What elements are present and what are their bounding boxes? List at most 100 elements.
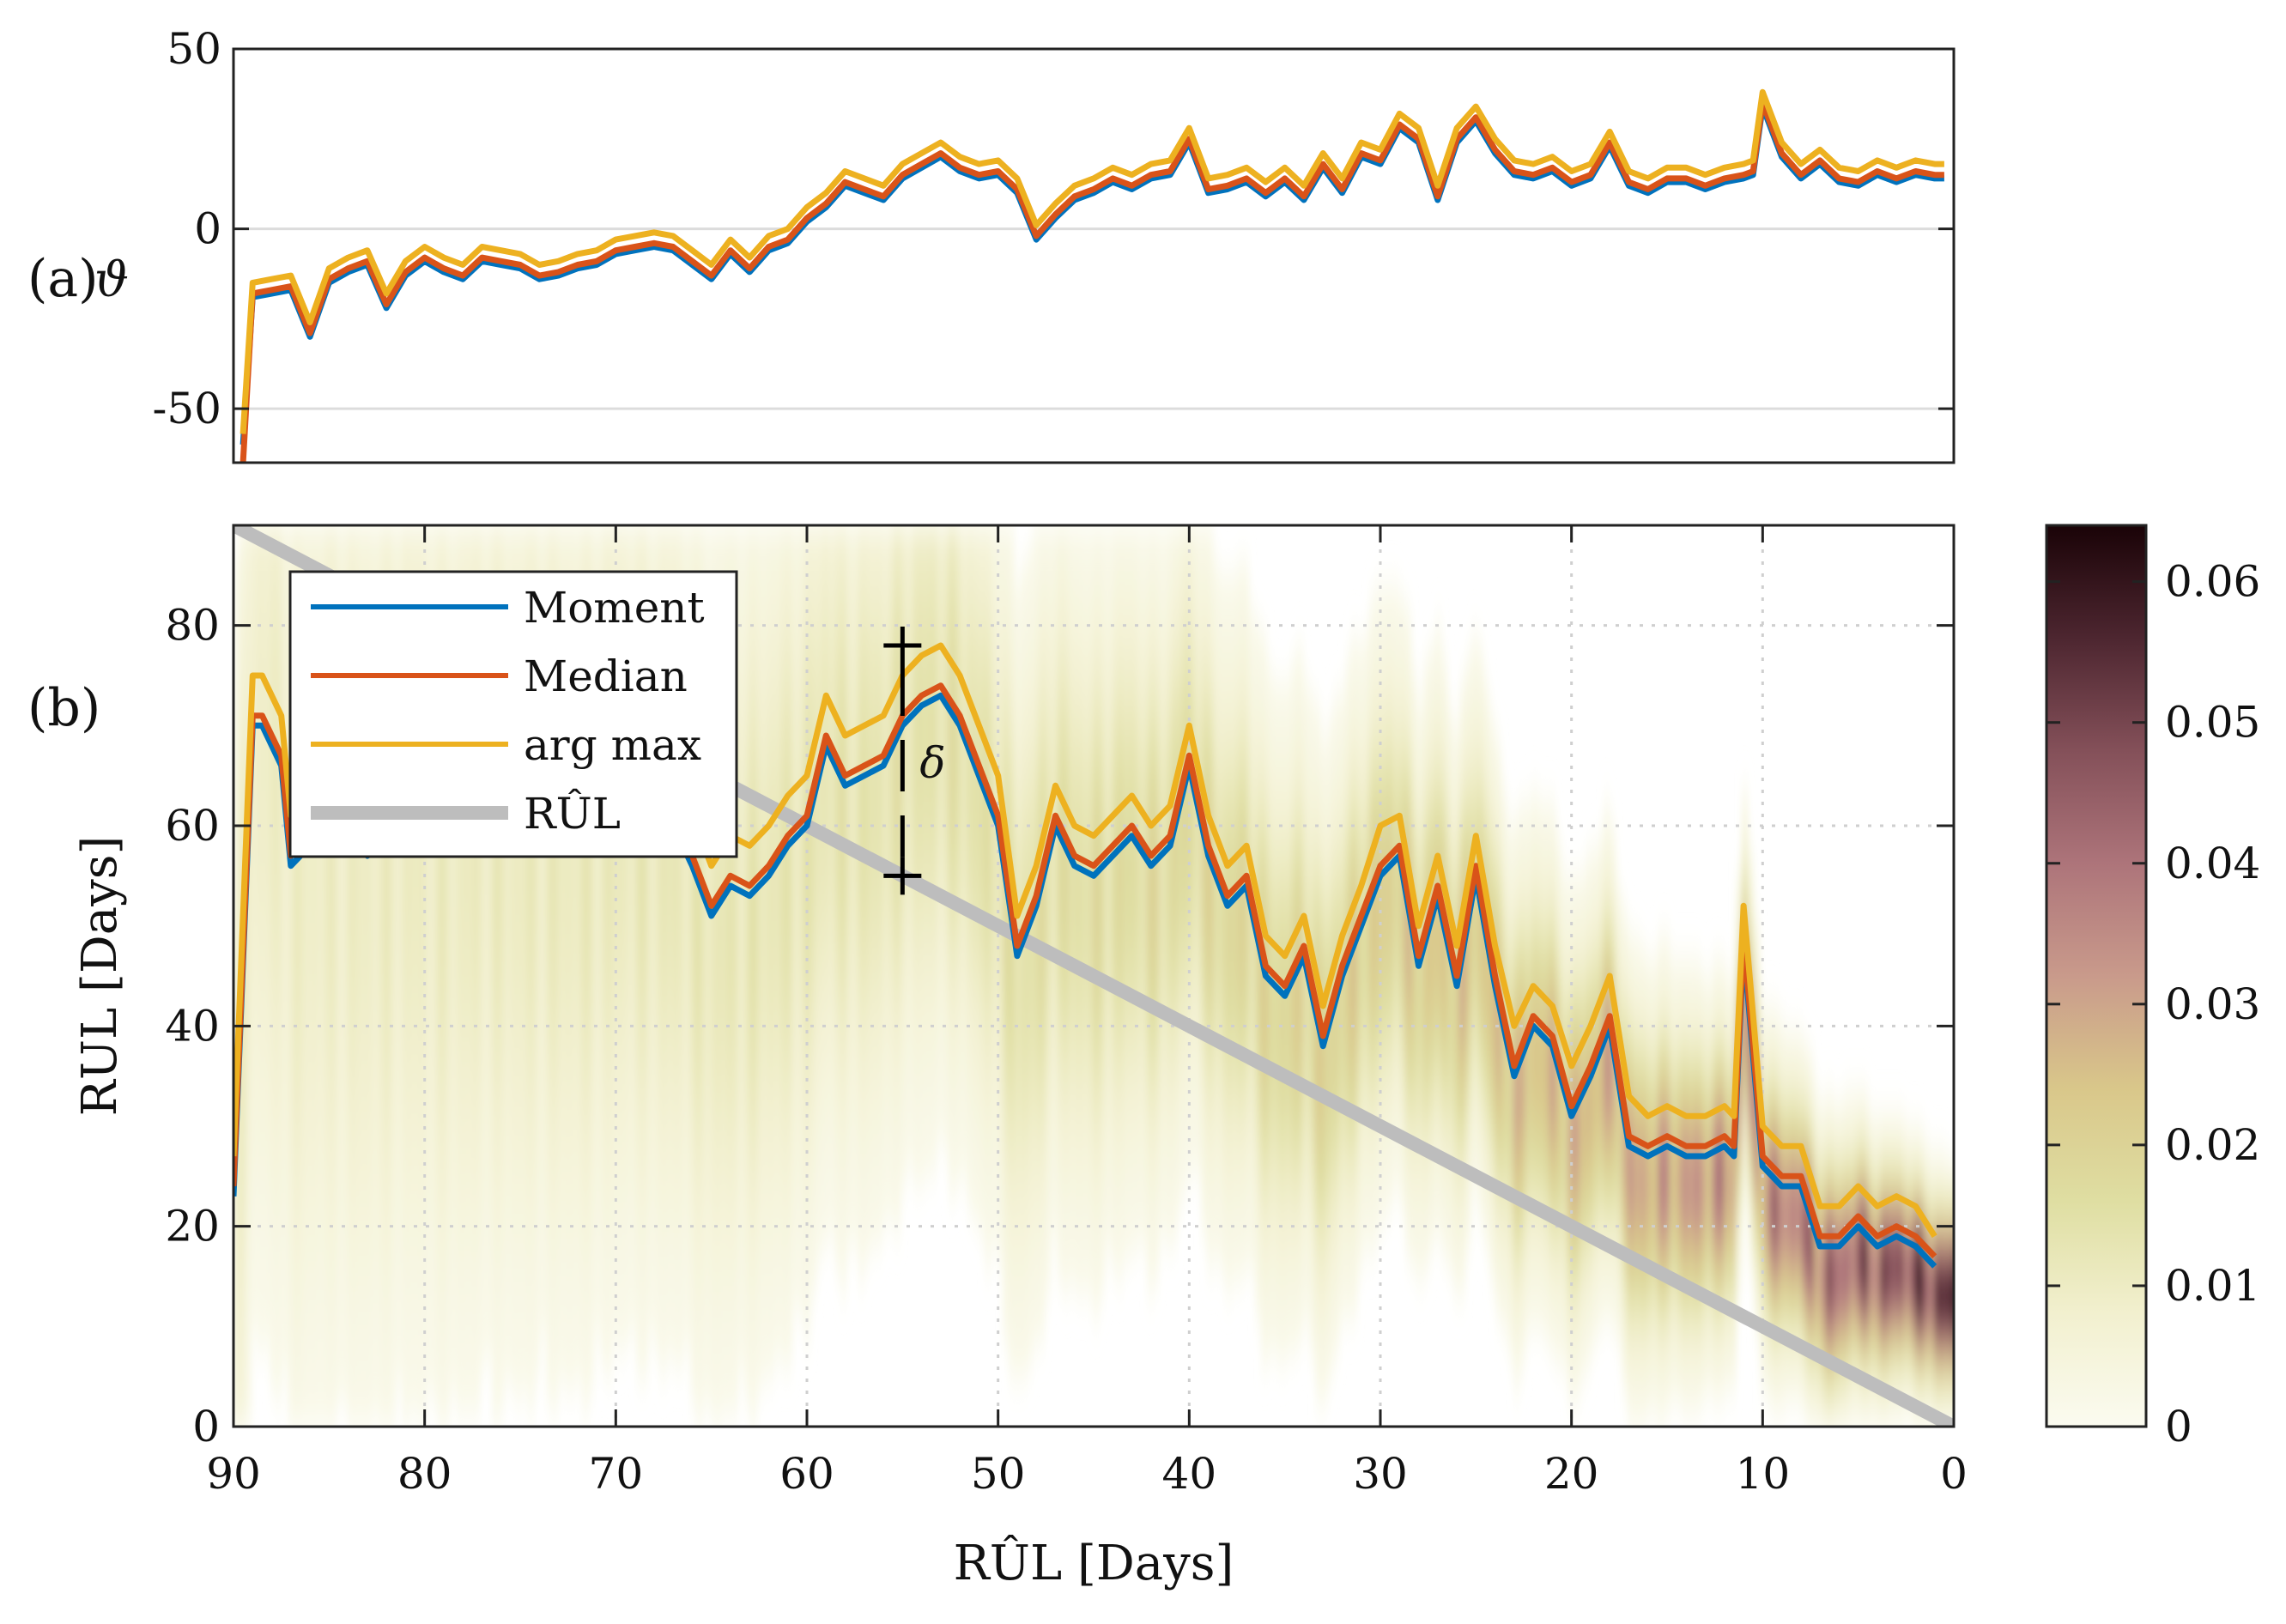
heatmap-cell xyxy=(552,1066,559,1079)
heatmap-cell xyxy=(240,1379,246,1391)
heatmap-cell xyxy=(276,958,282,971)
heatmap-cell xyxy=(252,1270,258,1283)
heatmap-cell xyxy=(558,1222,565,1235)
heatmap-cell xyxy=(246,657,252,670)
heatmap-cell xyxy=(420,1138,427,1151)
heatmap-cell xyxy=(606,874,613,887)
heatmap-cell xyxy=(564,1306,571,1319)
heatmap-cell xyxy=(432,1366,439,1379)
heatmap-cell xyxy=(282,645,288,658)
heatmap-cell xyxy=(420,1102,427,1115)
heatmap-cell xyxy=(426,1258,433,1271)
heatmap-cell xyxy=(486,1318,493,1331)
heatmap-cell xyxy=(588,922,595,935)
heatmap-cell xyxy=(246,1342,252,1355)
heatmap-cell xyxy=(444,1114,451,1127)
heatmap-cell xyxy=(366,1162,373,1175)
heatmap-cell xyxy=(504,970,511,983)
heatmap-cell xyxy=(378,982,385,995)
heatmap-cell xyxy=(600,874,607,887)
heatmap-cell xyxy=(276,573,282,586)
heatmap-cell xyxy=(336,994,343,1007)
heatmap-cell xyxy=(360,1258,367,1271)
heatmap-cell xyxy=(492,1006,499,1019)
heatmap-cell xyxy=(576,1102,583,1115)
heatmap-cell xyxy=(378,1258,385,1271)
heatmap-cell xyxy=(318,1246,324,1259)
heatmap-cell xyxy=(486,1150,493,1163)
heatmap-cell xyxy=(342,1126,349,1139)
heatmap-cell xyxy=(540,922,547,935)
heatmap-cell xyxy=(366,1222,373,1235)
heatmap-cell xyxy=(564,946,571,959)
heatmap-cell xyxy=(450,898,457,911)
heatmap-cell xyxy=(426,1246,433,1259)
heatmap-cell xyxy=(360,1174,367,1187)
heatmap-cell xyxy=(462,1391,469,1403)
heatmap-cell xyxy=(270,1318,276,1331)
heatmap-cell xyxy=(516,1198,523,1211)
heatmap-cell xyxy=(444,994,451,1007)
heatmap-cell xyxy=(588,946,595,959)
heatmap-cell xyxy=(264,970,270,983)
heatmap-cell xyxy=(420,1114,427,1127)
heatmap-cell xyxy=(528,525,535,538)
heatmap-cell xyxy=(294,1270,300,1283)
heatmap-cell xyxy=(294,1415,300,1427)
heatmap-cell xyxy=(576,1282,583,1295)
heatmap-cell xyxy=(510,994,517,1007)
heatmap-cell xyxy=(264,609,270,622)
heatmap-cell xyxy=(510,1114,517,1127)
heatmap-cell xyxy=(402,1379,409,1391)
heatmap-cell xyxy=(360,922,367,935)
heatmap-cell xyxy=(462,1270,469,1283)
heatmap-cell xyxy=(270,982,276,995)
heatmap-cell xyxy=(300,934,306,947)
heatmap-cell xyxy=(252,1318,258,1331)
heatmap-cell xyxy=(534,1006,541,1019)
heatmap-cell xyxy=(258,778,264,791)
heatmap-cell xyxy=(528,1018,535,1031)
heatmap-cell xyxy=(402,1018,409,1031)
heatmap-cell xyxy=(306,1415,312,1427)
heatmap-cell xyxy=(576,1306,583,1319)
heatmap-cell xyxy=(366,1415,373,1427)
heatmap-cell xyxy=(276,1282,282,1295)
heatmap-cell xyxy=(600,1162,607,1175)
heatmap-cell xyxy=(618,1330,625,1343)
heatmap-cell xyxy=(233,682,240,694)
heatmap-cell xyxy=(504,958,511,971)
heatmap-cell xyxy=(384,1222,391,1235)
heatmap-cell xyxy=(258,561,264,574)
heatmap-cell xyxy=(462,994,469,1007)
heatmap-cell xyxy=(288,874,294,887)
heatmap-cell xyxy=(468,862,475,875)
heatmap-cell xyxy=(486,1054,493,1067)
heatmap-cell xyxy=(252,1150,258,1163)
heatmap-cell xyxy=(312,1379,318,1391)
heatmap-cell xyxy=(426,1066,433,1079)
heatmap-cell xyxy=(240,1306,246,1319)
heatmap-cell xyxy=(264,898,270,911)
heatmap-cell xyxy=(312,934,318,947)
heatmap-cell xyxy=(294,1210,300,1223)
heatmap-cell xyxy=(258,573,264,586)
heatmap-cell xyxy=(504,1270,511,1283)
heatmap-cell xyxy=(420,1354,427,1367)
heatmap-cell xyxy=(480,886,487,899)
heatmap-cell xyxy=(300,525,306,538)
heatmap-cell xyxy=(282,862,288,875)
heatmap-cell xyxy=(264,1138,270,1151)
heatmap-cell xyxy=(246,1054,252,1067)
heatmap-cell xyxy=(264,1270,270,1283)
heatmap-cell xyxy=(498,1282,505,1295)
heatmap-cell xyxy=(558,1042,565,1055)
panel-a-yticks: 500-50 xyxy=(152,24,1954,433)
heatmap-cell xyxy=(564,537,571,550)
heatmap-cell xyxy=(564,982,571,995)
heatmap-cell xyxy=(414,898,421,911)
heatmap-cell xyxy=(348,1403,355,1415)
heatmap-cell xyxy=(552,1222,559,1235)
heatmap-cell xyxy=(408,1306,415,1319)
heatmap-cell xyxy=(612,1042,619,1055)
